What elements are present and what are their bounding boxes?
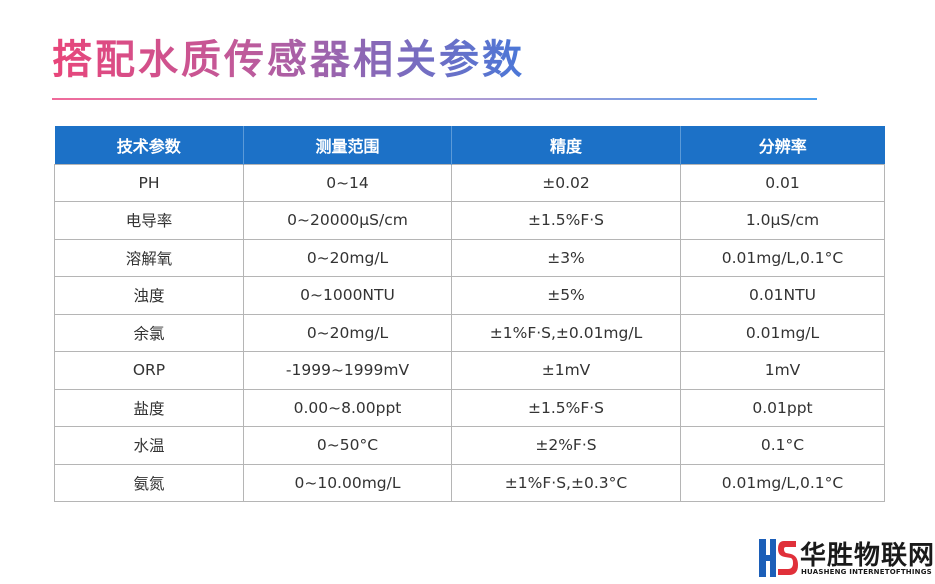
hs-logo-icon <box>759 539 798 577</box>
brand-logo: 华胜物联网 HUASHENG INTERNETOFTHINGS <box>758 535 935 583</box>
cell-parameter: 电导率 <box>54 201 244 240</box>
cell-accuracy: ±3% <box>451 238 681 277</box>
table-row: 电导率 0~20000μS/cm ±1.5%F·S 1.0μS/cm <box>54 201 885 240</box>
parameters-table: 技术参数 测量范围 精度 分辨率 PH 0~14 ±0.02 0.01 电导率 … <box>54 126 885 502</box>
cell-resolution: 0.1°C <box>680 426 885 465</box>
cell-resolution: 0.01ppt <box>680 388 885 427</box>
table-row: 氨氮 0~10.00mg/L ±1%F·S,±0.3°C 0.01mg/L,0.… <box>54 463 885 502</box>
cell-range: -1999~1999mV <box>243 351 452 390</box>
cell-parameter: ORP <box>54 351 244 390</box>
cell-accuracy: ±1mV <box>451 351 681 390</box>
cell-range: 0~20mg/L <box>243 313 452 352</box>
table-row: 盐度 0.00~8.00ppt ±1.5%F·S 0.01ppt <box>54 388 885 427</box>
cell-resolution: 1mV <box>680 351 885 390</box>
cell-parameter: 浊度 <box>54 276 244 315</box>
cell-resolution: 0.01 <box>680 163 885 202</box>
table-row: 水温 0~50°C ±2%F·S 0.1°C <box>54 426 885 465</box>
cell-resolution: 1.0μS/cm <box>680 201 885 240</box>
cell-parameter: 氨氮 <box>54 463 244 502</box>
table-row: 溶解氧 0~20mg/L ±3% 0.01mg/L,0.1°C <box>54 238 885 277</box>
cell-accuracy: ±1.5%F·S <box>451 201 681 240</box>
brand-name-cn: 华胜物联网 <box>800 541 935 571</box>
header-measurement-range: 测量范围 <box>243 126 452 164</box>
cell-range: 0~14 <box>243 163 452 202</box>
table-row: PH 0~14 ±0.02 0.01 <box>54 163 885 202</box>
cell-accuracy: ±5% <box>451 276 681 315</box>
cell-parameter: 余氯 <box>54 313 244 352</box>
cell-resolution: 0.01mg/L,0.1°C <box>680 238 885 277</box>
cell-parameter: PH <box>54 163 244 202</box>
cell-resolution: 0.01mg/L,0.1°C <box>680 463 885 502</box>
cell-accuracy: ±1%F·S,±0.01mg/L <box>451 313 681 352</box>
cell-accuracy: ±0.02 <box>451 163 681 202</box>
cell-resolution: 0.01NTU <box>680 276 885 315</box>
table-row: ORP -1999~1999mV ±1mV 1mV <box>54 351 885 390</box>
cell-parameter: 盐度 <box>54 388 244 427</box>
cell-resolution: 0.01mg/L <box>680 313 885 352</box>
header-accuracy: 精度 <box>451 126 681 164</box>
cell-parameter: 溶解氧 <box>54 238 244 277</box>
table-row: 浊度 0~1000NTU ±5% 0.01NTU <box>54 276 885 315</box>
cell-parameter: 水温 <box>54 426 244 465</box>
cell-accuracy: ±1.5%F·S <box>451 388 681 427</box>
cell-range: 0~50°C <box>243 426 452 465</box>
table-header-row: 技术参数 测量范围 精度 分辨率 <box>54 126 885 164</box>
table-row: 余氯 0~20mg/L ±1%F·S,±0.01mg/L 0.01mg/L <box>54 313 885 352</box>
brand-name-en: HUASHENG INTERNETOFTHINGS <box>801 568 932 576</box>
header-technical-parameter: 技术参数 <box>54 126 244 164</box>
title-divider <box>52 98 817 100</box>
cell-range: 0~1000NTU <box>243 276 452 315</box>
cell-range: 0~20mg/L <box>243 238 452 277</box>
cell-range: 0.00~8.00ppt <box>243 388 452 427</box>
cell-range: 0~10.00mg/L <box>243 463 452 502</box>
page-title: 搭配水质传感器相关参数 <box>52 27 525 85</box>
cell-range: 0~20000μS/cm <box>243 201 452 240</box>
header-resolution: 分辨率 <box>680 126 885 164</box>
cell-accuracy: ±1%F·S,±0.3°C <box>451 463 681 502</box>
cell-accuracy: ±2%F·S <box>451 426 681 465</box>
